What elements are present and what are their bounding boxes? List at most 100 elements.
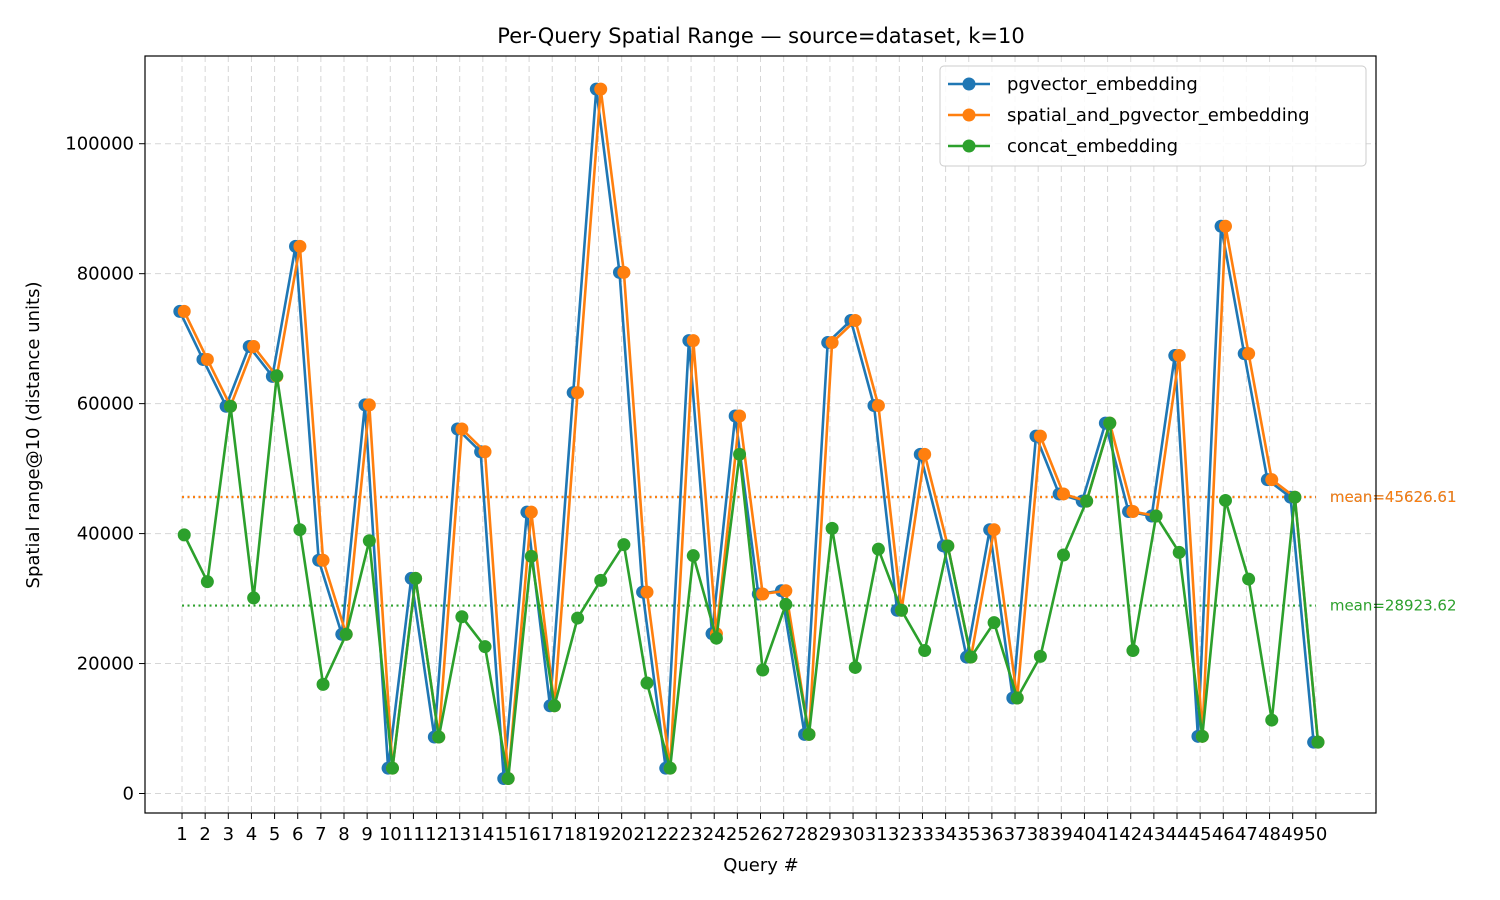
x-tick-label: 25 xyxy=(726,824,749,845)
legend-item: concat_embedding xyxy=(948,136,1178,157)
data-point xyxy=(1103,416,1117,430)
data-point xyxy=(247,339,261,353)
data-point xyxy=(1149,509,1163,523)
legend-marker xyxy=(962,77,976,91)
x-tick-label: 2 xyxy=(199,824,210,845)
data-point xyxy=(987,616,1001,630)
y-tick-label: 100000 xyxy=(65,134,134,155)
data-point xyxy=(686,334,700,348)
data-point xyxy=(224,399,238,413)
x-tick-label: 6 xyxy=(292,824,303,845)
data-point xyxy=(571,611,585,625)
y-axis-title: Spatial range@10 (distance units) xyxy=(23,282,44,589)
data-point xyxy=(478,445,492,459)
x-tick-label: 45 xyxy=(1189,824,1212,845)
data-point xyxy=(362,534,376,548)
y-tick-label: 20000 xyxy=(77,654,134,675)
x-tick-label: 41 xyxy=(1096,824,1119,845)
data-point xyxy=(1126,504,1140,518)
data-point xyxy=(825,521,839,535)
data-point xyxy=(455,422,469,436)
mean-label: mean=45626.61 xyxy=(1330,488,1457,506)
data-point xyxy=(640,585,654,599)
data-point xyxy=(617,265,631,279)
data-point xyxy=(1057,487,1071,501)
y-tick-label: 60000 xyxy=(77,394,134,415)
x-tick-label: 15 xyxy=(495,824,518,845)
y-tick-label: 80000 xyxy=(77,264,134,285)
y-axis-ticks: 0 20000 40000 60000 80000 100000 xyxy=(65,134,145,805)
data-point xyxy=(1242,572,1256,586)
data-point xyxy=(1172,349,1186,363)
data-point xyxy=(1033,649,1047,663)
x-tick-label: 22 xyxy=(656,824,679,845)
x-tick-label: 40 xyxy=(1073,824,1096,845)
mean-label: mean=28923.62 xyxy=(1330,597,1457,615)
data-point xyxy=(895,603,909,617)
data-point xyxy=(871,399,885,413)
x-tick-label: 11 xyxy=(402,824,425,845)
x-tick-label: 30 xyxy=(842,824,865,845)
x-tick-label: 1 xyxy=(176,824,187,845)
x-tick-label: 26 xyxy=(749,824,772,845)
data-point xyxy=(200,352,214,366)
data-point xyxy=(409,571,423,585)
x-tick-label: 35 xyxy=(957,824,980,845)
x-tick-label: 19 xyxy=(587,824,610,845)
data-point xyxy=(1057,548,1071,562)
data-point xyxy=(779,597,793,611)
data-point xyxy=(733,409,747,423)
data-point xyxy=(941,539,955,553)
x-tick-label: 4 xyxy=(246,824,257,845)
data-point xyxy=(200,575,214,589)
data-point xyxy=(709,631,723,645)
data-point xyxy=(848,313,862,327)
data-point xyxy=(663,761,677,775)
data-point xyxy=(524,549,538,563)
x-tick-label: 21 xyxy=(633,824,656,845)
series-line xyxy=(178,87,1315,780)
x-tick-label: 49 xyxy=(1281,824,1304,845)
series-lines xyxy=(173,82,1325,786)
x-tick-label: 7 xyxy=(315,824,326,845)
data-point xyxy=(547,699,561,713)
data-point xyxy=(362,398,376,412)
data-point xyxy=(1218,493,1232,507)
data-point xyxy=(686,549,700,563)
data-point xyxy=(918,644,932,658)
x-tick-label: 44 xyxy=(1166,824,1189,845)
data-point xyxy=(848,660,862,674)
data-point xyxy=(385,761,399,775)
series-concat_embedding xyxy=(177,369,1325,786)
data-point xyxy=(293,523,307,537)
x-tick-label: 32 xyxy=(888,824,911,845)
legend-box xyxy=(939,65,1367,167)
data-point xyxy=(1242,347,1256,361)
data-point xyxy=(177,528,191,542)
data-point xyxy=(316,553,330,567)
legend-label: pgvector_embedding xyxy=(1007,74,1198,95)
mean-label: mean=45626.61 xyxy=(1330,488,1457,506)
data-point xyxy=(316,677,330,691)
x-tick-label: 39 xyxy=(1050,824,1073,845)
x-tick-label: 10 xyxy=(379,824,402,845)
data-point xyxy=(339,627,353,641)
chart-title: Per-Query Spatial Range — source=dataset… xyxy=(497,24,1024,48)
x-tick-label: 43 xyxy=(1142,824,1165,845)
legend-label: spatial_and_pgvector_embedding xyxy=(1007,105,1310,126)
x-tick-label: 16 xyxy=(518,824,541,845)
x-tick-label: 48 xyxy=(1258,824,1281,845)
data-point xyxy=(640,676,654,690)
x-axis-ticks: 1 2 3 4 5 6 7 8 9 10 11 12 13 14 15 16 17 18 19 20 21 22 23 24 2… xyxy=(176,813,1327,845)
data-point xyxy=(501,772,515,786)
x-tick-label: 20 xyxy=(610,824,633,845)
data-point xyxy=(1288,490,1302,504)
data-point xyxy=(455,610,469,624)
x-tick-label: 47 xyxy=(1235,824,1258,845)
legend-item: spatial_and_pgvector_embedding xyxy=(948,105,1310,126)
data-point xyxy=(478,640,492,654)
x-tick-label: 46 xyxy=(1212,824,1235,845)
x-tick-label: 33 xyxy=(911,824,934,845)
